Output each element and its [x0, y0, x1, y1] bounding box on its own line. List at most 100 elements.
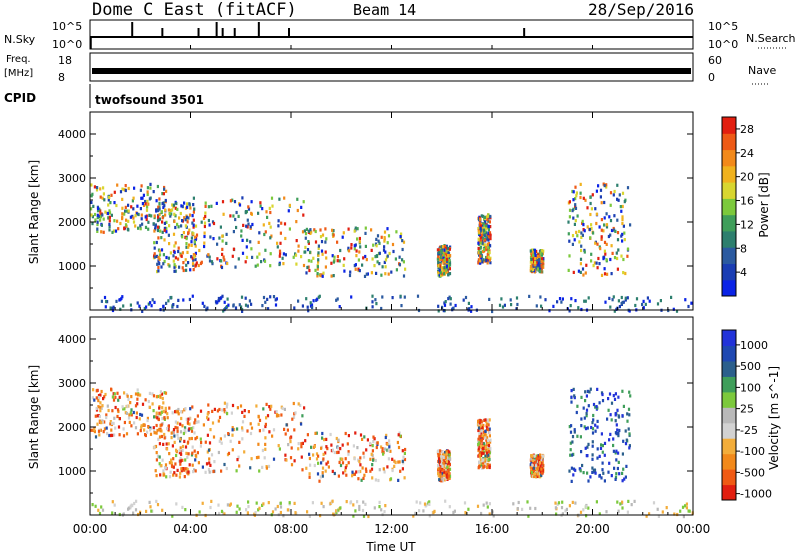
- echo-cell: [613, 228, 616, 232]
- echo-cell: [250, 200, 253, 204]
- echo-cell: [399, 469, 402, 473]
- echo-cell: [684, 298, 687, 302]
- echo-cell: [190, 429, 194, 433]
- echo-cell: [164, 406, 167, 410]
- echo-cell: [396, 440, 399, 445]
- echo-cell: [178, 216, 181, 220]
- echo-cell: [178, 475, 181, 479]
- echo-cell: [173, 440, 176, 444]
- echo-cell: [579, 435, 582, 439]
- echo-cell: [383, 260, 386, 264]
- echo-cell: [600, 218, 603, 222]
- colorbar-tick-label: 28: [740, 123, 754, 136]
- echo-cell: [485, 465, 489, 470]
- echo-cell: [388, 439, 391, 443]
- echo-cell: [609, 305, 612, 309]
- echo-cell: [584, 299, 587, 303]
- echo-cell: [177, 436, 180, 440]
- echo-cell: [141, 202, 144, 206]
- echo-cell: [606, 272, 609, 276]
- echo-cell: [331, 469, 334, 473]
- echo-cell: [269, 264, 272, 268]
- echo-cell: [477, 420, 480, 424]
- echo-cell: [540, 473, 543, 477]
- echo-cell: [177, 407, 180, 412]
- echo-cell: [537, 457, 540, 461]
- echo-cell: [170, 458, 173, 462]
- echo-cell: [246, 511, 249, 515]
- echo-cell: [95, 188, 99, 192]
- echo-cell: [568, 425, 571, 429]
- echo-cell: [118, 417, 121, 421]
- echo-cell: [163, 416, 166, 420]
- echo-cell: [158, 207, 161, 211]
- echo-cell: [265, 466, 268, 470]
- echo-cell: [176, 222, 179, 226]
- echo-cell: [612, 394, 615, 398]
- echo-cell: [143, 428, 146, 432]
- ytick-label: 3000: [58, 377, 86, 390]
- echo-cell: [231, 448, 234, 452]
- echo-cell: [324, 250, 327, 254]
- echo-cell: [481, 446, 485, 450]
- echo-cell: [320, 461, 323, 465]
- echo-cell: [305, 466, 308, 470]
- echo-cell: [340, 457, 343, 461]
- echo-cell: [481, 224, 484, 228]
- echo-cell: [614, 451, 617, 455]
- echo-cell: [373, 506, 376, 510]
- echo-cell: [156, 262, 159, 266]
- velocity-echoes: [90, 387, 694, 519]
- echo-cell: [297, 402, 300, 406]
- echo-cell: [397, 433, 400, 437]
- echo-cell: [174, 269, 177, 273]
- echo-cell: [331, 228, 334, 232]
- echo-cell: [122, 427, 125, 431]
- echo-cell: [487, 421, 490, 425]
- echo-cell: [199, 437, 202, 441]
- echo-cell: [163, 432, 166, 437]
- echo-cell: [358, 250, 361, 254]
- echo-cell: [194, 469, 197, 473]
- echo-cell: [583, 416, 586, 420]
- echo-cell: [171, 208, 174, 212]
- echo-cell: [210, 499, 213, 503]
- echo-cell: [193, 255, 196, 259]
- echo-cell: [156, 270, 159, 274]
- echo-cell: [673, 512, 676, 516]
- echo-cell: [453, 509, 456, 513]
- echo-cell: [126, 227, 129, 231]
- echo-cell: [160, 236, 163, 240]
- echo-cell: [336, 240, 339, 244]
- echo-cell: [690, 301, 693, 305]
- echo-cell: [99, 401, 102, 405]
- echo-cell: [442, 461, 445, 465]
- echo-cell: [174, 225, 177, 230]
- echo-cell: [307, 240, 310, 244]
- echo-cell: [485, 451, 489, 455]
- echo-cell: [372, 435, 375, 439]
- echo-cell: [168, 461, 171, 465]
- echo-cell: [488, 243, 491, 248]
- echo-cell: [642, 306, 645, 310]
- echo-cell: [382, 452, 385, 456]
- echo-cell: [571, 189, 574, 194]
- echo-cell: [579, 182, 582, 186]
- echo-cell: [207, 403, 210, 407]
- echo-cell: [612, 193, 615, 197]
- echo-cell: [594, 241, 597, 245]
- echo-cell: [594, 429, 597, 433]
- echo-cell: [646, 296, 649, 300]
- echo-cell: [353, 457, 356, 461]
- echo-cell: [570, 400, 573, 404]
- echo-cell: [482, 435, 486, 439]
- echo-cell: [203, 221, 207, 225]
- echo-cell: [391, 457, 394, 461]
- echo-cell: [91, 215, 94, 219]
- echo-cell: [121, 215, 124, 219]
- echo-cell: [635, 297, 639, 301]
- echo-cell: [604, 300, 607, 304]
- echo-cell: [184, 235, 187, 239]
- echo-cell: [486, 422, 489, 426]
